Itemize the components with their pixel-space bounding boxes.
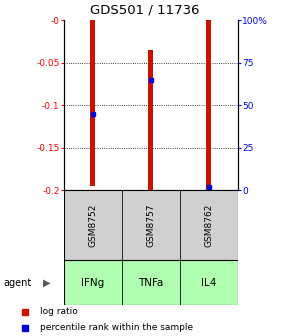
Text: GSM8762: GSM8762 (204, 203, 213, 247)
Bar (180, 260, 238, 305)
Bar (64, 190, 122, 260)
Text: agent: agent (3, 278, 31, 288)
Text: TNFa: TNFa (138, 278, 164, 288)
Text: IFNg: IFNg (81, 278, 104, 288)
Text: ▶: ▶ (43, 278, 51, 288)
Bar (122, 260, 180, 305)
Text: IL4: IL4 (201, 278, 217, 288)
Bar (148, 50, 153, 192)
Text: GSM8752: GSM8752 (88, 203, 97, 247)
Text: percentile rank within the sample: percentile rank within the sample (40, 323, 193, 332)
Bar (206, 20, 211, 192)
Bar (180, 190, 238, 260)
Text: log ratio: log ratio (40, 307, 78, 316)
Text: GSM8757: GSM8757 (146, 203, 155, 247)
Bar (90, 20, 95, 186)
Bar (64, 260, 122, 305)
Text: GDS501 / 11736: GDS501 / 11736 (90, 4, 200, 17)
Bar (122, 190, 180, 260)
